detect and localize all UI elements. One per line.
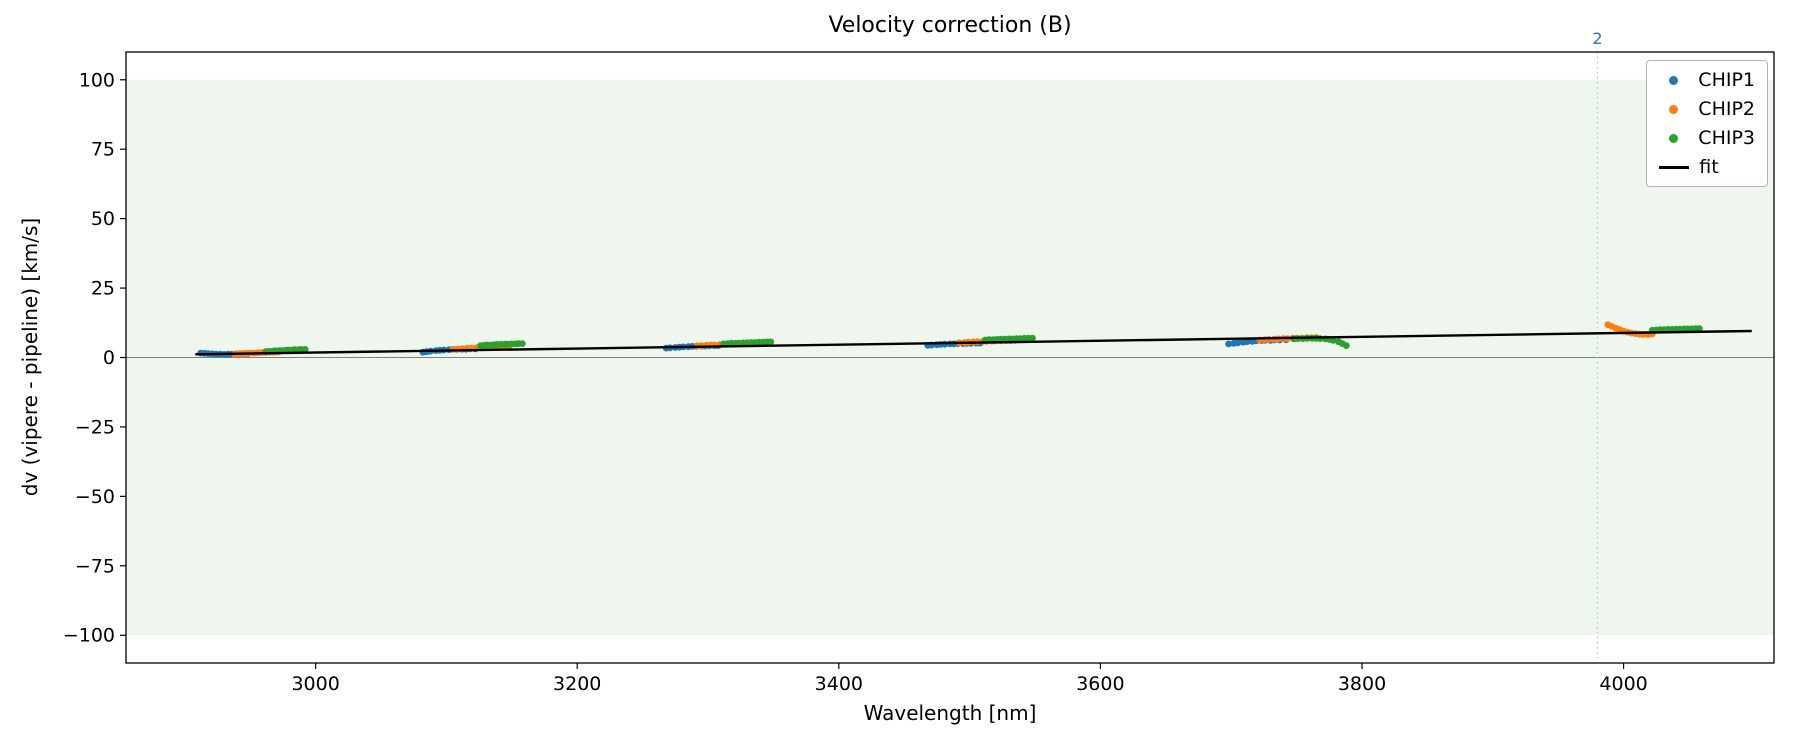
x-axis-label: Wavelength [nm] — [863, 701, 1037, 725]
order-marker-label: 2 — [1592, 29, 1602, 48]
x-tick-label: 3800 — [1338, 673, 1386, 695]
data-point — [1225, 340, 1232, 348]
chart-title: Velocity correction (B) — [828, 13, 1072, 38]
y-tick-label: 25 — [91, 278, 115, 300]
data-point — [1342, 342, 1350, 349]
legend-label: CHIP1 — [1698, 69, 1755, 91]
data-point — [1234, 339, 1242, 347]
y-tick-label: −100 — [63, 625, 115, 647]
series-marker-dot — [1669, 104, 1679, 114]
data-point — [1029, 334, 1036, 342]
data-point — [1329, 336, 1337, 344]
fit-line-sample — [1659, 165, 1690, 169]
y-tick-label: −25 — [75, 416, 115, 438]
legend-entry: fit — [1659, 155, 1755, 179]
legend-entry: CHIP1 — [1659, 68, 1755, 92]
x-tick-label: 3600 — [1076, 673, 1124, 695]
data-point — [767, 338, 775, 346]
series-marker-dot — [1669, 75, 1679, 85]
legend: CHIP1 CHIP2 CHIP3 fit — [1646, 60, 1768, 187]
data-point — [1696, 325, 1703, 332]
y-tick-label: 100 — [79, 69, 115, 91]
data-point — [301, 346, 309, 353]
x-tick-label: 3000 — [291, 673, 339, 695]
y-tick-label: −75 — [75, 555, 115, 577]
legend-label: CHIP2 — [1698, 98, 1755, 120]
x-tick-label: 3200 — [553, 673, 601, 695]
legend-entry: CHIP3 — [1659, 126, 1755, 150]
legend-entry: CHIP2 — [1659, 97, 1755, 121]
data-point — [518, 340, 526, 347]
fit-line — [195, 329, 1752, 356]
x-tick-label: 3400 — [815, 673, 863, 695]
series-marker-dot — [1669, 133, 1679, 143]
y-tick-label: 50 — [91, 208, 115, 230]
y-tick-label: −50 — [75, 486, 115, 508]
y-tick-label: 75 — [91, 139, 115, 161]
legend-label: CHIP3 — [1698, 127, 1755, 149]
x-tick-label: 4000 — [1599, 673, 1647, 695]
data-point — [1243, 338, 1251, 346]
legend-label: fit — [1699, 156, 1719, 178]
y-tick-label: 0 — [103, 347, 115, 369]
